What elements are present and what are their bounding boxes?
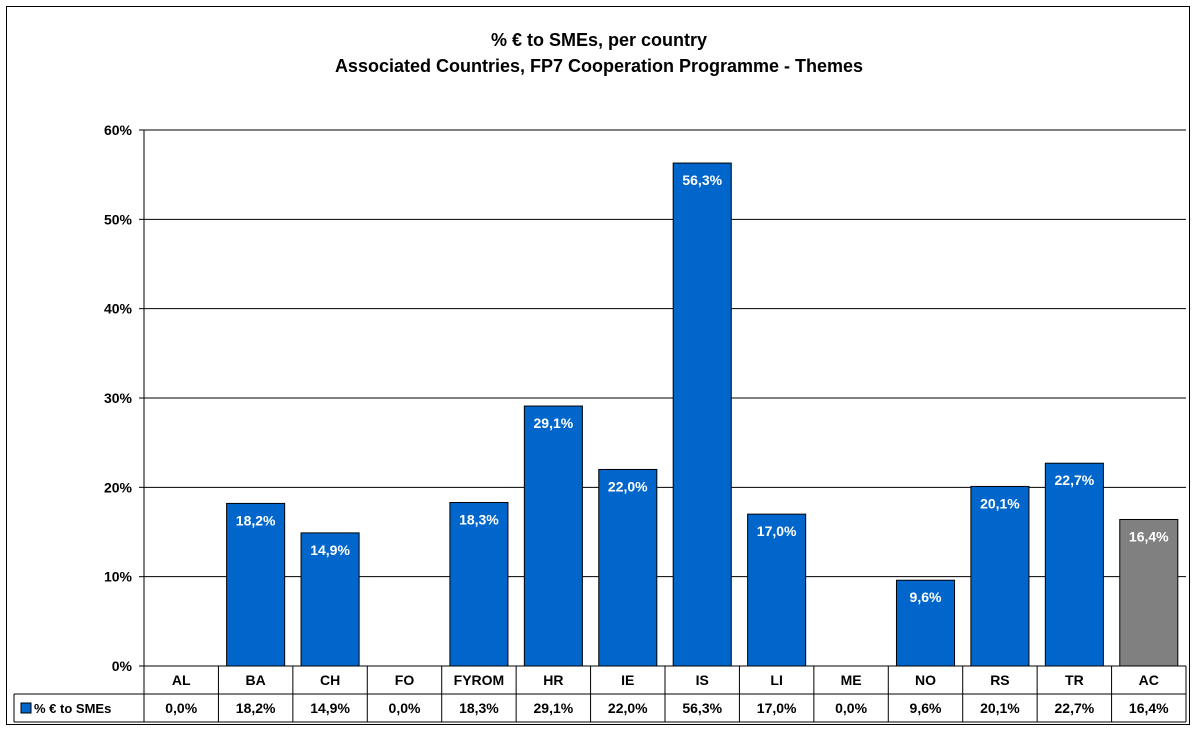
- x-tick-label: FO: [395, 672, 415, 688]
- bar-ie: [599, 469, 657, 666]
- table-value: 0,0%: [165, 700, 197, 716]
- bar-label-li: 17,0%: [757, 523, 797, 539]
- x-tick-label: AC: [1139, 672, 1159, 688]
- bar-label-hr: 29,1%: [534, 415, 574, 431]
- legend-swatch: [21, 703, 31, 713]
- table-value: 22,0%: [608, 700, 648, 716]
- table-value: 14,9%: [310, 700, 350, 716]
- x-tick-label: IS: [696, 672, 709, 688]
- y-tick-label: 10%: [104, 569, 133, 585]
- bar-label-tr: 22,7%: [1055, 472, 1095, 488]
- table-value: 9,6%: [910, 700, 942, 716]
- x-tick-label: CH: [320, 672, 340, 688]
- table-value: 0,0%: [389, 700, 421, 716]
- x-tick-label: LI: [770, 672, 782, 688]
- bar-label-ie: 22,0%: [608, 478, 648, 494]
- legend-label: % € to SMEs: [34, 701, 111, 716]
- table-value: 18,2%: [236, 700, 276, 716]
- bar-label-ac: 16,4%: [1129, 528, 1169, 544]
- table-value: 29,1%: [534, 700, 574, 716]
- bar-hr: [524, 406, 582, 666]
- bar-tr: [1045, 463, 1103, 666]
- bar-label-is: 56,3%: [682, 172, 722, 188]
- y-tick-label: 20%: [104, 479, 133, 495]
- bar-label-no: 9,6%: [910, 589, 942, 605]
- x-tick-label: RS: [990, 672, 1009, 688]
- bar-label-ch: 14,9%: [310, 542, 350, 558]
- y-tick-label: 40%: [104, 301, 133, 317]
- x-tick-label: BA: [246, 672, 266, 688]
- x-tick-label: AL: [172, 672, 191, 688]
- x-tick-label: TR: [1065, 672, 1084, 688]
- table-value: 18,3%: [459, 700, 499, 716]
- x-tick-label: HR: [543, 672, 563, 688]
- x-tick-label: IE: [621, 672, 634, 688]
- y-tick-label: 0%: [112, 658, 133, 674]
- y-tick-label: 60%: [104, 122, 133, 138]
- x-tick-label: ME: [841, 672, 862, 688]
- table-value: 17,0%: [757, 700, 797, 716]
- bar-label-rs: 20,1%: [980, 495, 1020, 511]
- table-value: 16,4%: [1129, 700, 1169, 716]
- y-tick-label: 50%: [104, 211, 133, 227]
- y-tick-label: 30%: [104, 390, 133, 406]
- bar-rs: [971, 486, 1029, 666]
- table-value: 56,3%: [682, 700, 722, 716]
- table-value: 22,7%: [1055, 700, 1095, 716]
- bar-label-ba: 18,2%: [236, 512, 276, 528]
- table-value: 0,0%: [835, 700, 867, 716]
- bar-is: [673, 163, 731, 666]
- x-tick-label: FYROM: [454, 672, 505, 688]
- x-tick-label: NO: [915, 672, 936, 688]
- bar-label-fyrom: 18,3%: [459, 512, 499, 528]
- table-value: 20,1%: [980, 700, 1020, 716]
